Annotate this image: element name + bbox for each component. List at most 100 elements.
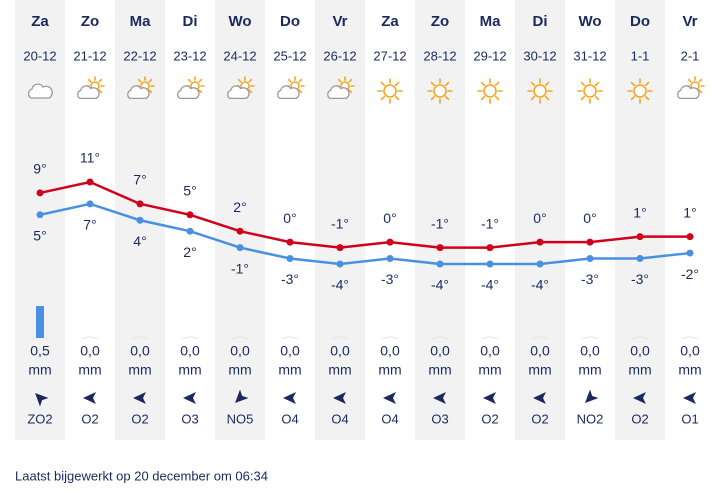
temperature-label: 2° (183, 244, 196, 260)
weather-icon (77, 76, 105, 100)
wind-arrow (83, 392, 96, 404)
precip-base (681, 336, 699, 340)
sun-ray (337, 78, 342, 83)
wind: NO2 (577, 411, 604, 426)
weather-icon (677, 76, 705, 100)
date: 21-12 (73, 48, 106, 63)
temperature-label: 5° (183, 183, 196, 199)
weather-icon (177, 76, 205, 100)
sun-ray (87, 78, 92, 83)
wind: NO5 (227, 411, 254, 426)
temperature-point (236, 244, 244, 252)
wind-arrow (683, 392, 696, 404)
wind-arrow (35, 393, 49, 407)
sun-ray (198, 89, 203, 94)
date: 25-12 (273, 48, 306, 63)
temperature-label: 0° (583, 210, 596, 226)
precip-unit: mm (478, 362, 501, 378)
sun-ray (348, 78, 353, 83)
temperature-point (36, 211, 44, 219)
temperature-point (686, 233, 694, 241)
cloud (77, 85, 100, 100)
weather-icon (327, 76, 355, 100)
wind: O3 (181, 411, 198, 426)
temperature-label: 2° (233, 199, 246, 215)
sun-ray (298, 89, 303, 94)
footer: Laatst bijgewerkt op 20 december om 06:3… (15, 468, 268, 483)
day-name: Di (183, 13, 198, 30)
precip-value: 0,0 (80, 343, 100, 359)
sun-ray (480, 81, 486, 87)
wind-arrow (585, 389, 599, 403)
date: 27-12 (373, 48, 406, 63)
temperature-point (386, 255, 394, 263)
wind: O3 (431, 411, 448, 426)
weather-icon (577, 78, 603, 104)
precip-base (331, 336, 349, 340)
temperature-label: -1° (431, 215, 449, 231)
cloud (277, 85, 300, 100)
cloud (177, 85, 200, 100)
temperature-point (136, 200, 144, 208)
sun (633, 84, 647, 98)
wind-arrow (433, 392, 446, 404)
precip-value: 0,0 (680, 343, 700, 359)
sun-ray (394, 95, 400, 101)
sun-ray (580, 95, 586, 101)
wind: O2 (131, 411, 148, 426)
sun (583, 84, 597, 98)
sun-ray (187, 78, 192, 83)
day-name: Wo (228, 13, 251, 30)
precip-value: 0,0 (230, 343, 250, 359)
weather-icon (27, 83, 53, 99)
precip-base (381, 336, 399, 340)
precip-unit: mm (678, 362, 701, 378)
temperature-label: -1° (331, 215, 349, 231)
date: 24-12 (223, 48, 256, 63)
temperature-point (586, 238, 594, 246)
wind-arrow (235, 389, 249, 403)
sun-ray (698, 89, 703, 94)
temperature-label: -1° (481, 215, 499, 231)
sun-ray (148, 89, 153, 94)
sun-ray (544, 81, 550, 87)
day-name: Vr (332, 13, 347, 30)
temperature-label: -4° (331, 277, 349, 293)
precip-value: 0,0 (280, 343, 300, 359)
temperature-point (536, 260, 544, 268)
weather-icon (127, 76, 155, 100)
weather-icon (277, 76, 305, 100)
temperature-label: 7° (133, 172, 146, 188)
weather-icon (627, 78, 653, 104)
precip-base (481, 336, 499, 340)
wind-arrow (483, 392, 496, 404)
precip-value: 0,0 (430, 343, 450, 359)
precip-unit: mm (328, 362, 351, 378)
sun-ray (98, 78, 103, 83)
sun-ray (494, 81, 500, 87)
temperature-label: -1° (231, 260, 249, 276)
wind: O2 (631, 411, 648, 426)
temperature-point (336, 260, 344, 268)
sun (483, 84, 497, 98)
column-shade (15, 0, 65, 440)
sun-ray (394, 81, 400, 87)
temperature-label: -3° (381, 271, 399, 287)
sun-ray (198, 78, 203, 83)
temperature-label: 0° (383, 210, 396, 226)
precip-value: 0,0 (480, 343, 500, 359)
sun-ray (137, 78, 142, 83)
precip-unit: mm (78, 362, 101, 378)
sun-ray (348, 89, 353, 94)
wind-arrow (333, 392, 346, 404)
cloud (127, 85, 150, 100)
precip-unit: mm (28, 362, 51, 378)
weather-icon (477, 78, 503, 104)
precip-bar (36, 306, 44, 338)
temperature-line (39, 202, 691, 266)
date: 1-1 (631, 48, 650, 63)
sun-ray (248, 89, 253, 94)
precip-base (181, 336, 199, 340)
sun-ray (544, 95, 550, 101)
precip-unit: mm (428, 362, 451, 378)
